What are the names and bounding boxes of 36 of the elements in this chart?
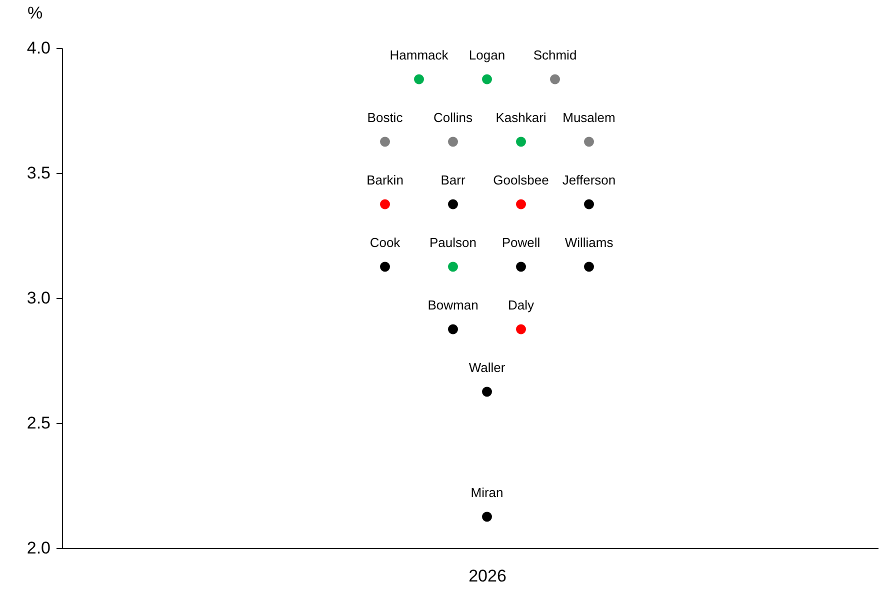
data-label: Williams (564, 234, 614, 250)
point (380, 136, 390, 147)
data-label: Goolsbee (493, 172, 549, 188)
point (482, 386, 492, 397)
point (448, 136, 458, 147)
point (584, 136, 594, 147)
data-label: Musalem (562, 110, 616, 125)
data-label: Waller (468, 360, 506, 375)
point (482, 512, 492, 522)
y-tick-label: 2.0 (26, 538, 50, 558)
point (380, 262, 390, 272)
data-label: Schmid (533, 47, 577, 62)
data-label: Collins (433, 110, 474, 125)
y-tick-label: 4.0 (26, 38, 50, 58)
point (482, 74, 492, 84)
y-tick-label: 3.0 (26, 288, 50, 308)
x-tick-label: 2026 (468, 566, 506, 586)
data-label: Kashkari (496, 110, 546, 125)
data-label: Barr (440, 172, 466, 188)
data-label: Daly (508, 297, 534, 312)
data-label: Cook (370, 234, 401, 250)
point (414, 74, 424, 84)
point (584, 262, 594, 272)
data-label: Bowman (428, 297, 478, 312)
y-axis-title: % (28, 4, 43, 22)
data-label: Barkin (366, 172, 404, 188)
data-label: Powell (502, 234, 540, 250)
data-label: Bostic (367, 110, 404, 125)
data-label: Logan (468, 47, 506, 62)
y-tick-label: 3.5 (26, 164, 50, 182)
y-tick-label: 2.5 (26, 414, 50, 432)
data-label: Paulson (430, 234, 476, 250)
data-label: Miran (470, 484, 504, 500)
data-label: Jefferson (562, 172, 616, 188)
data-label: Hammack (390, 47, 449, 62)
point (516, 262, 526, 272)
